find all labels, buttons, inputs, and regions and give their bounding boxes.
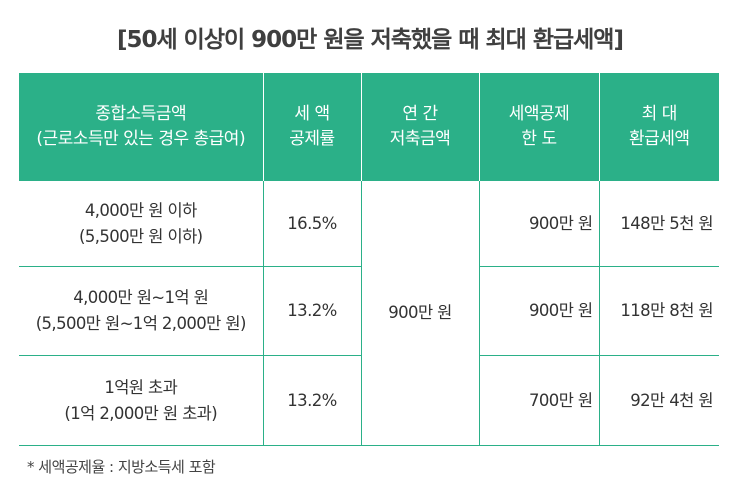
page-title: [50세 이상이 900만 원을 저축했을 때 최대 환급세액]: [117, 27, 624, 53]
table-header-row: 종합소득금액 (근로소득만 있는 경우 총급여) 세 액 공제률 연 간 저축금…: [19, 73, 719, 181]
rate-cell: 13.2%: [262, 355, 361, 446]
income-line2: (5,500만 원 이하): [78, 226, 203, 246]
refund-cell: 92만 4천 원: [598, 355, 719, 446]
limit-cell: 900만 원: [478, 181, 599, 267]
header-rate-line2: 공제률: [289, 129, 335, 149]
annual-savings-cell: 900만 원: [360, 181, 479, 446]
header-income-line1: 종합소득금액: [95, 104, 187, 124]
rate-cell: 16.5%: [262, 181, 361, 267]
header-savings: 연 간 저축금액: [360, 73, 479, 181]
header-refund: 최 대 환급세액: [598, 73, 719, 181]
header-rate: 세 액 공제률: [262, 73, 361, 181]
header-income: 종합소득금액 (근로소득만 있는 경우 총급여): [19, 73, 263, 181]
income-line2: (1억 2,000만 원 초과): [64, 403, 218, 423]
footnote: * 세액공제율 : 지방소득세 포함: [27, 458, 216, 476]
refund-cell: 118만 8천 원: [598, 266, 719, 356]
income-cell: 4,000만 원~1억 원 (5,500만 원~1억 2,000만 원): [19, 266, 263, 356]
rate-cell: 13.2%: [262, 266, 361, 356]
table-row: 1억원 초과 (1억 2,000만 원 초과) 13.2% 700만 원 92만…: [19, 355, 719, 446]
income-cell: 4,000만 원 이하 (5,500만 원 이하): [19, 181, 263, 267]
table-row: 4,000만 원 이하 (5,500만 원 이하) 16.5% 900만 원 9…: [19, 181, 719, 446]
table-row: 4,000만 원~1억 원 (5,500만 원~1억 2,000만 원) 13.…: [19, 266, 719, 356]
income-line1: 4,000만 원~1억 원: [73, 288, 209, 307]
header-limit-line2: 한 도: [521, 129, 557, 149]
header-limit: 세액공제 한 도: [478, 73, 599, 181]
header-savings-line2: 저축금액: [389, 129, 451, 149]
header-refund-line2: 환급세액: [628, 129, 690, 149]
income-line2: (5,500만 원~1억 2,000만 원): [35, 314, 247, 333]
header-savings-line1: 연 간: [402, 104, 438, 124]
limit-cell: 700만 원: [478, 355, 599, 446]
header-income-line2: (근로소득만 있는 경우 총급여): [36, 129, 246, 149]
limit-cell: 900만 원: [478, 266, 599, 356]
header-refund-line1: 최 대: [641, 104, 678, 124]
header-limit-line1: 세액공제: [508, 104, 570, 124]
tax-refund-table: 종합소득금액 (근로소득만 있는 경우 총급여) 세 액 공제률 연 간 저축금…: [19, 73, 719, 446]
header-rate-line1: 세 액: [294, 104, 330, 124]
income-cell: 1억원 초과 (1억 2,000만 원 초과): [19, 355, 263, 446]
refund-cell: 148만 5천 원: [598, 181, 719, 267]
income-line1: 4,000만 원 이하: [84, 200, 197, 220]
income-line1: 1억원 초과: [104, 377, 178, 397]
